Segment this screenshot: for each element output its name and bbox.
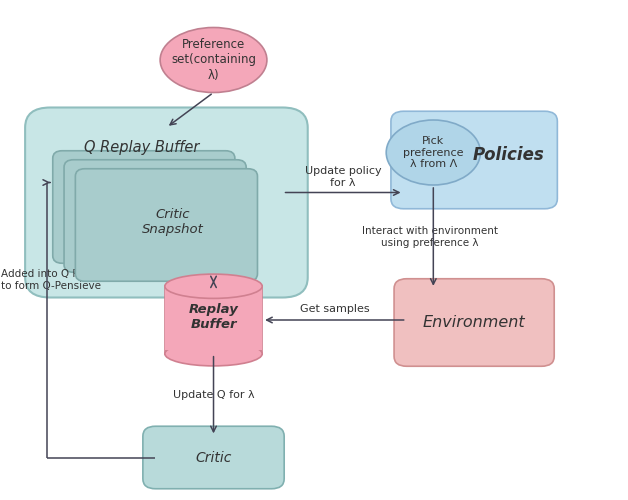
FancyBboxPatch shape bbox=[165, 286, 263, 350]
Text: Interact with environment
using preference λ: Interact with environment using preferen… bbox=[362, 226, 498, 248]
Text: Update Q for λ: Update Q for λ bbox=[173, 390, 254, 400]
Text: Policies: Policies bbox=[473, 146, 544, 164]
Text: Replay
Buffer: Replay Buffer bbox=[188, 304, 239, 332]
Text: Get samples: Get samples bbox=[300, 304, 369, 314]
Text: Update policy
for λ: Update policy for λ bbox=[305, 166, 381, 188]
Ellipse shape bbox=[160, 28, 267, 92]
FancyBboxPatch shape bbox=[75, 169, 257, 281]
Ellipse shape bbox=[165, 274, 263, 298]
Text: Preference
set(containing
λ): Preference set(containing λ) bbox=[171, 38, 256, 82]
FancyBboxPatch shape bbox=[391, 111, 558, 209]
Ellipse shape bbox=[165, 342, 263, 366]
FancyBboxPatch shape bbox=[394, 279, 554, 366]
Text: Pick
preference
λ from Λ: Pick preference λ from Λ bbox=[403, 136, 463, 169]
FancyBboxPatch shape bbox=[143, 426, 284, 489]
FancyBboxPatch shape bbox=[53, 151, 235, 263]
FancyBboxPatch shape bbox=[165, 286, 263, 354]
Text: Environment: Environment bbox=[423, 315, 526, 330]
FancyBboxPatch shape bbox=[64, 160, 246, 272]
Ellipse shape bbox=[386, 120, 480, 185]
FancyBboxPatch shape bbox=[25, 108, 308, 298]
Text: Critic
Snapshot: Critic Snapshot bbox=[142, 208, 203, 236]
Text: Critic: Critic bbox=[195, 450, 232, 464]
Text: Added into Q Replay Buffer
to form Q-Pensieve: Added into Q Replay Buffer to form Q-Pen… bbox=[1, 269, 143, 291]
Text: Q Replay Buffer: Q Replay Buffer bbox=[84, 140, 199, 155]
